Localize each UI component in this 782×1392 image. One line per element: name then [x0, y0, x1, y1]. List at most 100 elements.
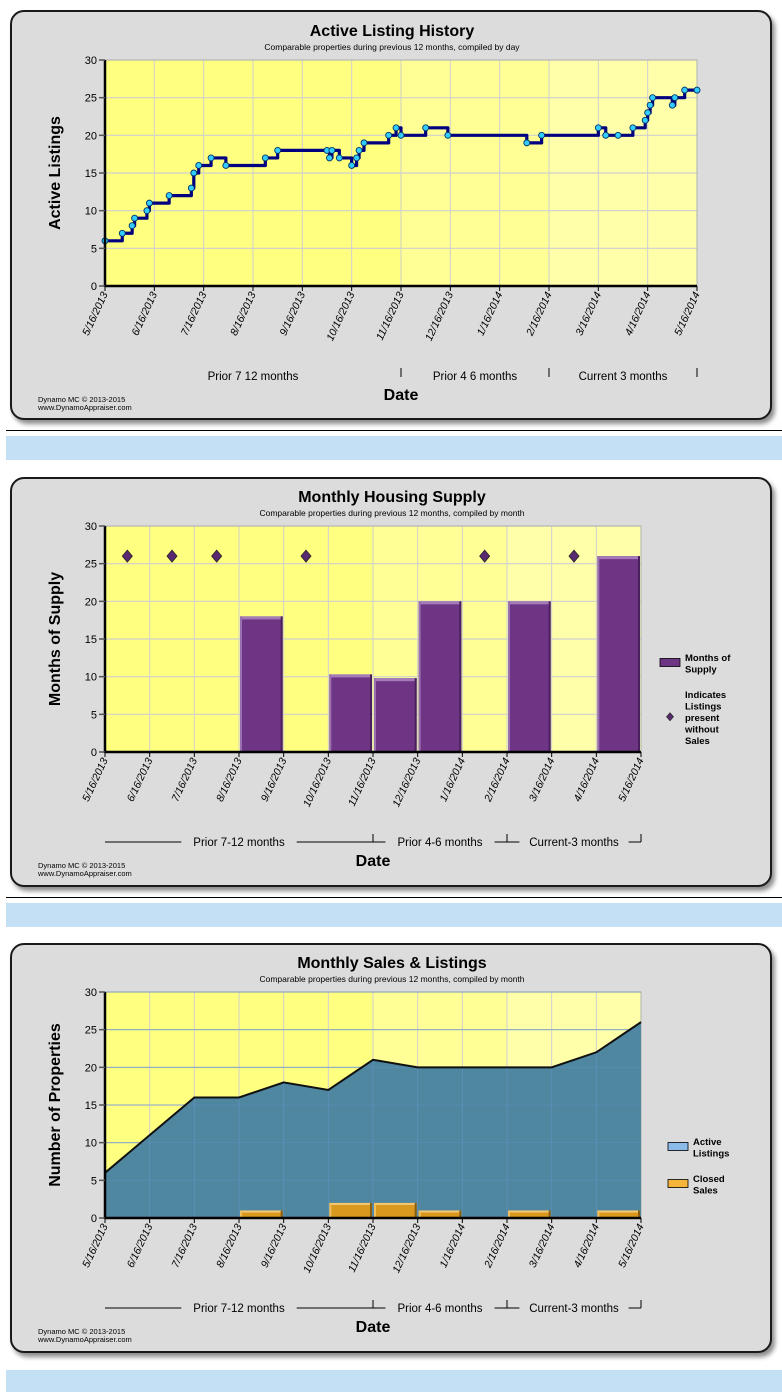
active-listing-history: Active Listing History Comparable propert… — [37, 23, 703, 412]
section-band — [6, 1370, 782, 1392]
credit-line-2: www.DynamoAppraiser.com — [37, 403, 132, 412]
bar-bevel-left — [418, 1210, 421, 1218]
y-tick-label: 15 — [85, 168, 97, 180]
data-point — [348, 162, 356, 169]
y-tick-label: 20 — [85, 1062, 97, 1074]
bar-closed-sales — [329, 1202, 372, 1218]
bar-bevel-left — [374, 1202, 376, 1218]
legend-label: Months of — [685, 653, 731, 664]
bar-bevel-right — [638, 556, 640, 752]
x-tick-label: 8/16/2013 — [228, 290, 259, 338]
x-tick-label: 4/16/2014 — [623, 290, 654, 338]
x-tick-label: 3/16/2014 — [527, 1222, 558, 1270]
bar-bevel-top — [240, 616, 283, 620]
data-point — [629, 124, 637, 132]
x-tick-label: 9/16/2013 — [259, 1222, 290, 1270]
bar-months-of-supply — [418, 601, 462, 752]
bar-closed-sales — [597, 1210, 640, 1218]
x-tick-label: 3/16/2014 — [527, 756, 558, 804]
x-tick-label: 5/16/2014 — [672, 290, 703, 338]
y-tick-label: 25 — [85, 93, 97, 105]
data-point — [602, 131, 610, 139]
data-point — [165, 192, 173, 200]
bar-bevel-left — [240, 1210, 242, 1218]
data-point — [131, 214, 139, 222]
chart-title: Monthly Sales & Listings — [297, 955, 486, 972]
bar-months-of-supply — [329, 674, 372, 752]
data-point — [355, 146, 363, 154]
y-axis-title: Number of Properties — [47, 1023, 64, 1187]
data-point — [671, 94, 679, 102]
period-label: Prior 4 6 months — [433, 371, 518, 383]
y-tick-label: 20 — [85, 596, 97, 608]
data-point — [222, 162, 230, 169]
data-point — [397, 131, 405, 139]
x-tick-label: 11/16/2013 — [374, 290, 407, 342]
bar-closed-sales — [418, 1210, 462, 1218]
bar-months-of-supply — [374, 678, 417, 752]
y-tick-label: 10 — [85, 1138, 97, 1150]
bar-bevel-left — [508, 1210, 510, 1218]
credit-line-2: www.DynamoAppraiser.com — [37, 1335, 132, 1344]
legend-label: without — [684, 725, 720, 736]
bar-bevel-top — [240, 1210, 283, 1213]
x-tick-label: 9/16/2013 — [277, 290, 308, 338]
bar-bevel-right — [414, 678, 417, 752]
y-tick-label: 25 — [85, 559, 97, 571]
y-tick-label: 30 — [85, 55, 97, 67]
data-point — [143, 207, 151, 215]
data-point — [422, 124, 430, 132]
legend-label: Closed — [693, 1174, 725, 1185]
separator-line — [6, 897, 782, 898]
legend-swatch — [667, 1179, 689, 1188]
x-tick-label: 12/16/2013 — [390, 756, 423, 809]
x-axis-title: Date — [384, 387, 419, 404]
bar-bevel-left — [329, 674, 332, 752]
x-tick-label: 5/16/2013 — [80, 756, 111, 804]
x-tick-label: 5/16/2014 — [616, 756, 647, 804]
legend-swatch — [659, 658, 681, 667]
legend-diamond — [666, 712, 674, 722]
legend-label: Listings — [693, 1149, 729, 1160]
x-tick-label: 5/16/2014 — [616, 1222, 647, 1270]
data-point — [385, 131, 393, 139]
y-tick-label: 30 — [85, 987, 97, 999]
x-tick-label: 2/16/2014 — [482, 756, 513, 804]
bar-bevel-left — [374, 678, 376, 752]
x-tick-label: 10/16/2013 — [324, 290, 357, 343]
diamond-marker — [479, 549, 491, 563]
bar-bevel-right — [370, 674, 372, 752]
x-tick-label: 1/16/2014 — [475, 290, 506, 338]
bar-closed-sales — [240, 1210, 283, 1218]
y-tick-label: 25 — [85, 1025, 97, 1037]
bar-bevel-left — [240, 616, 242, 752]
data-point — [614, 131, 622, 139]
x-axis-title: Date — [356, 853, 391, 870]
y-tick-label: 5 — [91, 709, 97, 721]
bar-bevel-top — [597, 556, 640, 560]
x-tick-label: 4/16/2014 — [571, 756, 602, 804]
y-axis-title: Active Listings — [47, 116, 64, 230]
legend-label: Sales — [693, 1186, 718, 1197]
x-tick-label: 8/16/2013 — [214, 756, 245, 804]
bar-bevel-top — [374, 678, 417, 682]
credit-line-1: Dynamo MC © 2013-2015 — [38, 861, 125, 870]
y-tick-label: 30 — [85, 521, 97, 533]
y-tick-label: 15 — [85, 634, 97, 646]
x-tick-label: 7/16/2013 — [169, 756, 200, 804]
y-tick-label: 0 — [91, 1213, 97, 1225]
data-point — [274, 146, 282, 154]
data-point — [649, 94, 657, 102]
data-point — [118, 229, 126, 237]
legend-swatch — [667, 1142, 689, 1151]
x-tick-label: 2/16/2014 — [482, 1222, 513, 1270]
y-tick-label: 10 — [85, 672, 97, 684]
section-band — [6, 903, 782, 927]
period-label: Prior 7-12 months — [193, 1303, 285, 1315]
legend-label: Sales — [685, 736, 710, 747]
period-label: Prior 7 12 months — [208, 371, 299, 383]
credit-line-2: www.DynamoAppraiser.com — [37, 869, 132, 878]
bar-bevel-top — [418, 601, 462, 605]
bar-bevel-top — [329, 1202, 372, 1205]
period-label: Prior 7-12 months — [193, 837, 285, 849]
